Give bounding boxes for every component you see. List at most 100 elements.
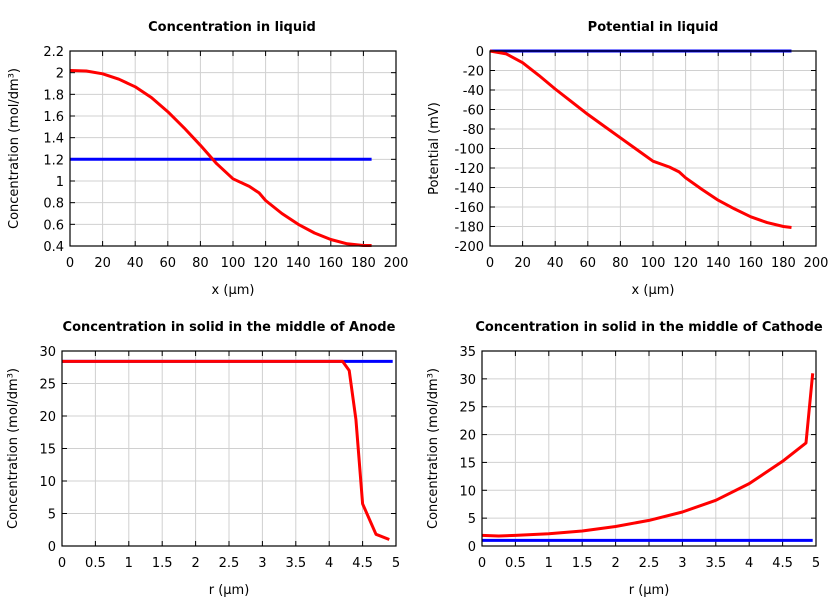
y-tick-label: 2 xyxy=(56,67,64,82)
x-tick-label: 180 xyxy=(771,256,796,271)
x-axis-label: r (µm) xyxy=(209,583,250,598)
x-tick-label: 120 xyxy=(253,256,278,271)
series-line-red xyxy=(62,359,390,541)
x-tick-label: 1.5 xyxy=(572,556,593,571)
y-tick-label: 25 xyxy=(459,401,476,416)
y-tick-label: 1.4 xyxy=(43,132,64,147)
x-tick-label: 1 xyxy=(545,556,553,571)
x-tick-label: 2 xyxy=(191,556,199,571)
y-axis-label: Concentration (mol/dm³) xyxy=(6,368,21,529)
series-line-red xyxy=(489,49,792,229)
series-line-red xyxy=(481,373,815,538)
chart-3: 0 0.5 1 1.5 2 2.5 3 3.5 4 4.5 5 0 5 10 15 20 25 30 Concent… xyxy=(6,320,400,598)
y-tick-label: 20 xyxy=(459,429,476,444)
y-tick-label: 25 xyxy=(39,378,56,393)
y-tick-label: -200 xyxy=(454,240,484,255)
x-tick-label: 4.5 xyxy=(772,556,793,571)
y-axis-label: Potential (mV) xyxy=(427,102,442,195)
y-tick-label: -20 xyxy=(463,65,484,80)
x-tick-label: 40 xyxy=(547,256,564,271)
y-tick-label: 0 xyxy=(468,540,476,555)
y-tick-label: 30 xyxy=(39,345,56,360)
x-tick-label: 100 xyxy=(641,256,666,271)
y-tick-label: 5 xyxy=(48,508,56,523)
x-tick-label: 0 xyxy=(486,256,494,271)
chart-title: Concentration in solid in the middle of … xyxy=(475,320,823,335)
x-tick-label: 3 xyxy=(678,556,686,571)
chart-4: 0 0.5 1 1.5 2 2.5 3 3.5 4 4.5 5 0 5 10 15 20 25 30 35 Conce… xyxy=(426,320,823,598)
y-tick-label: 1.2 xyxy=(43,153,64,168)
x-tick-label: 2.5 xyxy=(639,556,660,571)
y-tick-label: -180 xyxy=(454,221,484,236)
x-tick-label: 5 xyxy=(392,556,400,571)
plot-frame xyxy=(61,350,397,547)
x-tick-label: 160 xyxy=(738,256,763,271)
x-axis-label: x (µm) xyxy=(632,283,675,298)
x-tick-label: 1.5 xyxy=(152,556,173,571)
x-tick-label: 0 xyxy=(478,556,486,571)
x-tick-label: 80 xyxy=(612,256,629,271)
x-tick-label: 200 xyxy=(804,256,829,271)
x-tick-label: 140 xyxy=(286,256,311,271)
x-tick-label: 160 xyxy=(318,256,343,271)
x-tick-label: 2 xyxy=(611,556,619,571)
y-tick-label: 0.4 xyxy=(43,240,64,255)
y-tick-label: 5 xyxy=(468,512,476,527)
chart-title: Concentration in solid in the middle of … xyxy=(63,320,396,335)
x-tick-label: 1 xyxy=(125,556,133,571)
y-tick-label: 30 xyxy=(459,373,476,388)
y-tick-label: 35 xyxy=(459,345,476,360)
x-tick-label: 5 xyxy=(812,556,820,571)
y-axis-label: Concentration (mol/dm³) xyxy=(426,368,441,529)
x-tick-label: 2.5 xyxy=(219,556,240,571)
x-tick-label: 0.5 xyxy=(505,556,526,571)
y-tick-label: 0 xyxy=(476,45,484,60)
y-tick-label: 15 xyxy=(39,443,56,458)
y-tick-label: 1 xyxy=(56,175,64,190)
x-tick-label: 20 xyxy=(94,256,111,271)
x-tick-label: 0 xyxy=(58,556,66,571)
y-tick-label: 10 xyxy=(39,475,56,490)
x-tick-label: 3 xyxy=(258,556,266,571)
y-tick-label: 20 xyxy=(39,410,56,425)
y-tick-label: 0.6 xyxy=(43,218,64,233)
x-tick-label: 60 xyxy=(580,256,597,271)
x-axis-label: x (µm) xyxy=(212,283,255,298)
y-tick-label: -80 xyxy=(463,123,484,138)
series-line-red xyxy=(69,69,372,247)
x-tick-label: 4 xyxy=(745,556,753,571)
y-tick-label: -60 xyxy=(463,104,484,119)
chart-title: Concentration in liquid xyxy=(148,20,316,35)
y-tick-label: -40 xyxy=(463,84,484,99)
x-tick-label: 100 xyxy=(221,256,246,271)
x-tick-label: 40 xyxy=(127,256,144,271)
y-axis-label: Concentration (mol/dm³) xyxy=(7,68,22,229)
x-tick-label: 3.5 xyxy=(705,556,726,571)
x-tick-label: 0 xyxy=(66,256,74,271)
y-tick-label: -120 xyxy=(454,162,484,177)
y-tick-label: 1.8 xyxy=(43,88,64,103)
y-tick-label: 0 xyxy=(48,540,56,555)
y-tick-label: -140 xyxy=(454,182,484,197)
x-tick-label: 0.5 xyxy=(85,556,106,571)
x-tick-label: 120 xyxy=(673,256,698,271)
x-tick-label: 3.5 xyxy=(285,556,306,571)
y-tick-label: -160 xyxy=(454,201,484,216)
y-tick-label: 0.8 xyxy=(43,197,64,212)
y-tick-label: 15 xyxy=(459,456,476,471)
x-tick-label: 80 xyxy=(192,256,209,271)
x-tick-label: 20 xyxy=(514,256,531,271)
y-tick-label: 10 xyxy=(459,484,476,499)
x-tick-label: 4.5 xyxy=(352,556,373,571)
x-tick-label: 140 xyxy=(706,256,731,271)
x-tick-label: 60 xyxy=(160,256,177,271)
chart-2: 0 20 40 60 80 100 120 140 160 180 200-200-180-160-… xyxy=(427,20,828,298)
x-tick-label: 180 xyxy=(351,256,376,271)
plot-frame xyxy=(481,350,817,547)
plot-frame xyxy=(69,50,397,247)
y-tick-label: 2.2 xyxy=(43,45,64,60)
x-axis-label: r (µm) xyxy=(629,583,670,598)
plot-frame xyxy=(489,50,817,247)
y-tick-label: 1.6 xyxy=(43,110,64,125)
